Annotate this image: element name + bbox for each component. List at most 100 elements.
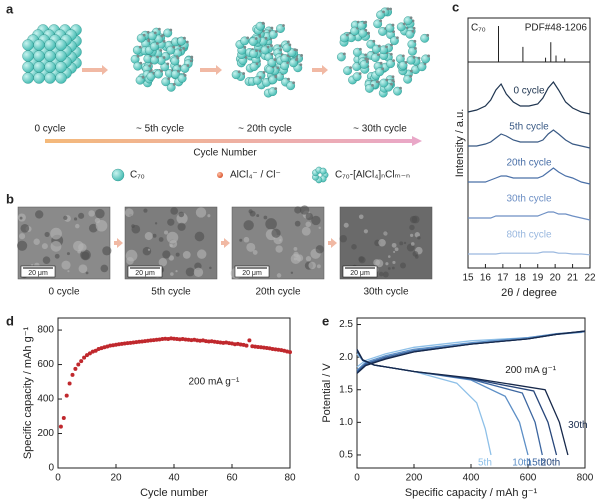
x-tick-label: 20 [110, 473, 122, 484]
ion [365, 60, 369, 63]
data-point [238, 342, 243, 347]
ion [363, 21, 366, 25]
data-point [174, 337, 179, 342]
ion [262, 71, 266, 74]
arrow [312, 65, 328, 75]
sem-grain [373, 259, 381, 266]
ion [142, 33, 146, 37]
arrow [221, 238, 230, 248]
scale-text: 20 μm [135, 270, 155, 277]
sem-grain [383, 231, 388, 236]
sem-grain [17, 240, 28, 251]
ion [391, 75, 395, 79]
sem-grain [73, 240, 84, 252]
sem-grain [125, 249, 138, 262]
stage-label: 0 cycle [34, 124, 66, 135]
data-point [134, 340, 139, 345]
sem-grain [50, 227, 62, 240]
data-point [119, 341, 124, 346]
ion [258, 76, 262, 79]
ion [409, 69, 413, 73]
y-tick-label: 600 [37, 359, 54, 370]
x-tick-label: 18 [515, 273, 527, 284]
data-point [221, 340, 226, 345]
sem-grain [178, 211, 185, 218]
sem-grain [239, 238, 243, 242]
sem-grain [351, 244, 357, 250]
sem-grain [158, 258, 168, 267]
ion [172, 82, 176, 86]
y-tick-label: 1.5 [339, 384, 353, 395]
ion [413, 39, 417, 43]
schematic-art [22, 7, 431, 248]
ion [274, 30, 278, 33]
sem-grain [144, 232, 153, 241]
arrow [82, 65, 108, 75]
sem-grain [158, 237, 164, 242]
sem-grain [85, 271, 89, 275]
arrow [114, 238, 123, 248]
x-tick-label: 600 [520, 473, 537, 484]
y-tick-label: 0.5 [339, 450, 353, 461]
ion [276, 66, 280, 70]
ion [182, 46, 186, 50]
y-tick-label: 200 [37, 428, 54, 439]
ion [371, 83, 374, 87]
data-point [163, 336, 168, 341]
scale-box [20, 265, 56, 278]
y-tick-label: 2.0 [339, 352, 353, 363]
sphere [44, 72, 56, 84]
ion [186, 64, 190, 67]
data-point [270, 347, 275, 352]
data-point [145, 338, 150, 343]
sem-grain [33, 238, 40, 245]
x-tick-label: 60 [226, 473, 238, 484]
ion [274, 75, 278, 79]
ion [172, 45, 176, 49]
sem-grain [294, 220, 301, 227]
voltage-curve [356, 330, 586, 456]
ion [389, 52, 393, 56]
xrd-curve [468, 129, 591, 149]
sem-grain [124, 208, 134, 218]
ion [282, 24, 285, 27]
x-tick-label: 17 [497, 273, 509, 284]
ion [185, 40, 189, 44]
data-point [198, 338, 203, 343]
panel-label: a [6, 1, 14, 16]
ion [179, 48, 182, 52]
sem-grain [279, 239, 282, 242]
plot-frame [467, 17, 591, 269]
data-point [253, 344, 258, 349]
ion [377, 53, 380, 57]
ion [412, 55, 416, 59]
sem-grain [147, 248, 151, 251]
ion [375, 80, 379, 84]
sem-grain [143, 208, 148, 213]
sem-grain [81, 251, 90, 260]
ion [385, 78, 389, 82]
ion [273, 58, 277, 61]
data-point [73, 366, 78, 371]
curve-label: 5th [478, 457, 492, 468]
ion [167, 77, 171, 81]
sem-grain [305, 256, 312, 262]
ion [177, 69, 180, 73]
arrow [200, 65, 222, 75]
scale-text: 20 μm [242, 270, 262, 277]
data-point [232, 342, 237, 347]
sem-grain [311, 215, 321, 226]
data-point [67, 381, 72, 386]
sphere [319, 167, 327, 175]
ion [141, 75, 145, 79]
sem-grain [164, 230, 169, 235]
data-point [276, 347, 281, 352]
sem-grain [305, 221, 312, 228]
sem-grain [290, 271, 294, 274]
sem-grain [265, 218, 277, 230]
ion [300, 54, 303, 57]
data-point [87, 351, 92, 356]
ion [169, 28, 173, 32]
sem-grain [318, 226, 321, 230]
sem-grain [197, 249, 207, 259]
